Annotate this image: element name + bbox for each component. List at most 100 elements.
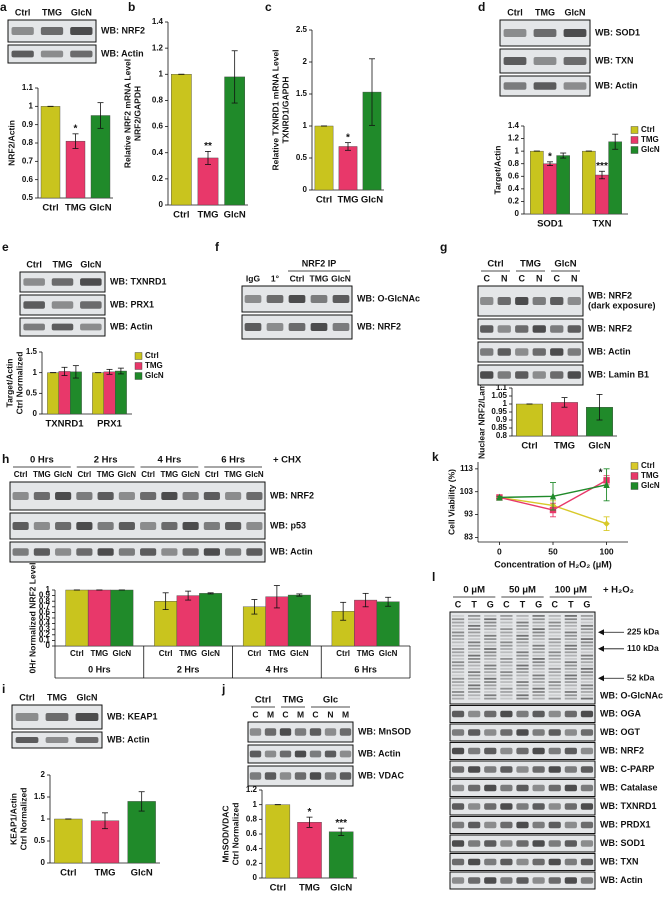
band [339, 728, 352, 736]
lane-label: C [282, 709, 288, 719]
lane-label: C [252, 709, 258, 719]
smear-band [580, 694, 594, 697]
row-label: WB: NRF2 [270, 490, 314, 500]
error-bar [251, 599, 258, 615]
smear-band [484, 644, 497, 647]
smear-band [564, 621, 577, 624]
smear-band [468, 667, 481, 670]
smear-band [468, 641, 481, 644]
band [468, 747, 481, 755]
smear-band [468, 651, 481, 654]
smear-band [532, 654, 545, 657]
row-label: WB: VDAC [358, 770, 404, 780]
smear-band [500, 624, 513, 627]
lane-label: GlcN [564, 7, 585, 17]
smear-band [516, 624, 529, 627]
group-label: 50 μM [509, 585, 536, 596]
bar [114, 370, 127, 415]
smear-band [468, 624, 481, 627]
band [75, 713, 99, 721]
band [564, 803, 577, 810]
error-bar [231, 50, 238, 104]
y-tick-label: 0.2 [508, 197, 520, 206]
y-tick-label: 1 [503, 399, 508, 408]
band [324, 750, 337, 758]
error-bar [599, 170, 605, 180]
smear-band [484, 634, 497, 637]
legend-label: TMG [641, 471, 659, 480]
significance: * [308, 807, 312, 818]
band [55, 522, 72, 530]
band [451, 803, 465, 810]
band [497, 297, 511, 305]
bar [103, 371, 116, 415]
band [484, 858, 497, 866]
band [548, 821, 561, 829]
row-label: WB: OGT [600, 727, 640, 737]
x-sub-label: TMG [268, 649, 286, 658]
smear-band [451, 697, 465, 700]
y-tick-label: 0.8 [496, 431, 508, 440]
treatment: + CHX [273, 455, 302, 466]
smear-band [484, 671, 497, 674]
smear-band [516, 631, 529, 634]
band [503, 29, 527, 37]
lane-label: Ctrl [507, 7, 523, 17]
blot-strip [11, 731, 103, 749]
band [516, 747, 529, 755]
y-tick-label: 0.8 [508, 159, 520, 168]
row-label: WB: TXN [600, 856, 639, 866]
x-tick-label: GlcN [588, 441, 610, 452]
smear-band [484, 651, 497, 654]
band [567, 325, 581, 333]
bar [314, 125, 334, 191]
error-bar [117, 367, 124, 375]
band [548, 840, 561, 847]
blot-strip [477, 341, 584, 363]
smear-band [548, 651, 561, 654]
row-label: WB: Actin [595, 80, 638, 90]
band [33, 522, 50, 530]
band [500, 877, 513, 884]
lane-label: Ctrl [290, 273, 305, 283]
band [548, 747, 561, 755]
smear-band [564, 664, 577, 667]
smear-band [516, 664, 529, 667]
smear-band [564, 638, 577, 640]
lane-label: M [297, 709, 304, 719]
band [484, 877, 497, 884]
error-bar [205, 151, 211, 165]
band [567, 297, 581, 305]
band [451, 821, 465, 829]
smear-band [468, 631, 481, 634]
smear-band [548, 684, 561, 687]
smear-band [468, 654, 481, 657]
band [532, 821, 545, 829]
row-label: WB: PRX1 [110, 299, 154, 309]
lane-label: N [571, 273, 578, 283]
smear-band [548, 694, 561, 697]
band [563, 82, 587, 90]
x-sub-label: TMG [90, 649, 108, 658]
smear-band [548, 644, 561, 647]
point [496, 493, 503, 501]
panel-letter: e [2, 240, 9, 254]
y-tick-label: 0.6 [508, 171, 520, 180]
band [550, 348, 564, 356]
x-tick-label: 100 [599, 546, 613, 556]
y-axis-label: Target/Actin [4, 359, 14, 408]
smear-band [580, 677, 594, 680]
band [182, 492, 199, 500]
smear-band [548, 628, 561, 631]
treatment: + H₂O₂ [603, 585, 634, 596]
band [468, 784, 481, 792]
smear-band [532, 664, 545, 667]
legend-swatch [630, 136, 639, 144]
smear-band [484, 694, 497, 697]
band [51, 301, 74, 309]
smear-band [516, 674, 529, 677]
smear-band [451, 651, 465, 654]
error-bar [560, 152, 567, 159]
band [548, 710, 561, 718]
smear-band [580, 631, 594, 634]
